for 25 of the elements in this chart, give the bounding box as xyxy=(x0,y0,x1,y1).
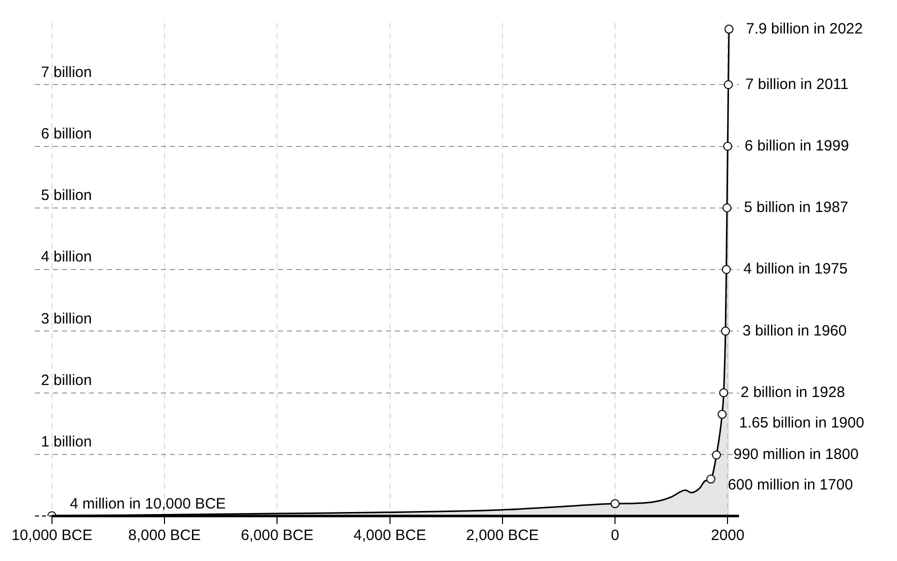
x-tick-label: 6,000 BCE xyxy=(240,527,314,544)
annotation: 2 billion in 1928 xyxy=(740,384,845,401)
x-tick-label: 2,000 BCE xyxy=(466,527,539,544)
annotation: 4 million in 10,000 BCE xyxy=(70,495,226,512)
annotation: 6 billion in 1999 xyxy=(744,137,849,154)
annotation: 5 billion in 1987 xyxy=(744,199,848,216)
x-tick-label: 10,000 BCE xyxy=(11,527,92,544)
y-tick-label: 6 billion xyxy=(40,125,92,142)
x-tick-label: 0 xyxy=(610,527,620,544)
annotation: 7 billion in 2011 xyxy=(745,76,848,93)
x-tick-label: 8,000 BCE xyxy=(128,527,201,544)
x-tick-label: 2000 xyxy=(711,527,744,544)
annotation: 4 billion in 1975 xyxy=(743,260,848,278)
annotation: 7.9 billion in 2022 xyxy=(746,20,863,38)
y-tick-label: 1 billion xyxy=(40,434,92,451)
y-tick-label: 2 billion xyxy=(40,372,92,389)
annotation: 1.65 billion in 1900 xyxy=(739,414,864,432)
x-tick-label: 4,000 BCE xyxy=(354,527,426,544)
annotation: 990 million in 1800 xyxy=(733,446,859,464)
y-tick-label: 7 billion xyxy=(40,64,92,81)
annotation: 3 billion in 1960 xyxy=(742,322,847,340)
y-tick-label: 4 billion xyxy=(40,248,92,266)
annotation: 600 million in 1700 xyxy=(728,476,853,494)
y-tick-label: 3 billion xyxy=(40,310,92,328)
y-tick-label: 5 billion xyxy=(40,187,92,204)
